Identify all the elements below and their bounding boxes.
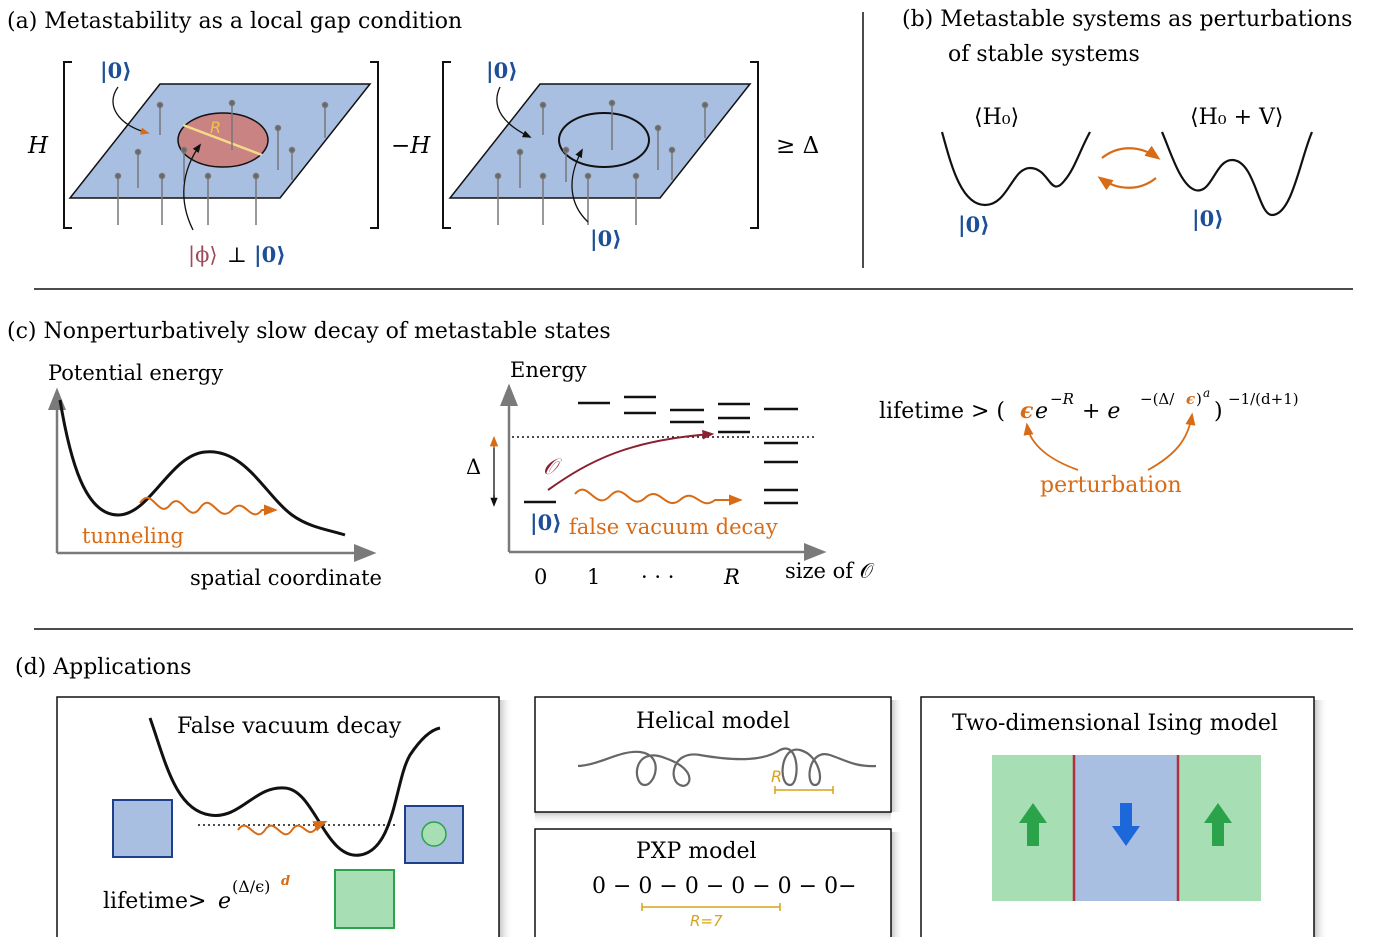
perturbation-label: perturbation <box>1040 473 1182 498</box>
radius-line <box>182 123 263 157</box>
ket0-label-right: |0⟩ <box>486 58 518 83</box>
false-vacuum-title: False vacuum decay <box>177 714 402 739</box>
spin-down-arrow-icon <box>1112 803 1140 846</box>
perturbed-potential-curve <box>1160 131 1314 217</box>
right-bracket-open <box>442 61 451 229</box>
exp-power-a: a <box>1203 386 1210 400</box>
ising-model-box: Two-dimensional Ising model <box>920 696 1328 937</box>
ket0-perp-label: |0⟩ <box>254 242 286 267</box>
spin-up-arrow-left-icon <box>1019 803 1047 846</box>
helical-title: Helical model <box>636 709 790 734</box>
epsilon-1: ϵ <box>1020 398 1034 424</box>
false-vacuum-potential <box>148 717 441 857</box>
h0-expectation-label: ⟨H₀⟩ <box>974 105 1019 130</box>
lifetime-prefix: lifetime > ( <box>879 399 1005 424</box>
exp-e1: e <box>1035 399 1048 424</box>
operator-growth-curve <box>547 429 715 491</box>
operator-o-label: 𝒪 <box>543 455 562 480</box>
panel-b-title-line1: (b) Metastable systems as perturbations <box>902 7 1352 32</box>
false-vacuum-tunnel-arrow <box>237 820 328 836</box>
panel-c-title: (c) Nonperturbatively slow decay of meta… <box>7 319 611 344</box>
epsilon-2: ϵ <box>1186 390 1195 408</box>
pxp-model-box: PXP model 0 − 0 − 0 − 0 − 0 − 0− R=7 <box>534 828 903 937</box>
h0v-expectation-label: ⟨H₀ + V⟩ <box>1190 105 1283 130</box>
false-vacuum-decay-label: false vacuum decay <box>569 515 778 539</box>
ket0-pointer-region <box>571 148 589 223</box>
radius-label: R <box>210 118 221 137</box>
panel-a-title: (a) Metastability as a local gap conditi… <box>7 9 462 34</box>
energy-levels <box>524 395 798 505</box>
helical-model-box: Helical model R <box>534 696 903 824</box>
lattice-pins <box>114 99 329 225</box>
lifetime-formula: lifetime > ( ϵ e −R + e −(Δ/ ϵ ) a ) −1/… <box>879 386 1299 424</box>
true-vacuum-green-square <box>334 869 395 929</box>
perturb-back-arrow <box>1097 176 1157 191</box>
phi-ket-label: |ϕ⟩ <box>188 243 218 268</box>
stable-potential-curve <box>940 131 1091 207</box>
tick-r: R <box>723 565 740 589</box>
ket0-label-region: |0⟩ <box>590 226 622 251</box>
size-of-o-label: size of 𝒪 <box>785 559 875 583</box>
potential-curve <box>58 399 346 537</box>
helical-r-label: R <box>771 767 782 786</box>
outer-exponent: −1/(d+1) <box>1228 390 1299 408</box>
left-lattice-plane: R <box>68 83 372 225</box>
pxp-title: PXP model <box>636 839 757 864</box>
right-lattice-plane <box>448 83 752 225</box>
false-vacuum-box: False vacuum decay lifetime> e (Δ/ϵ) d <box>56 696 513 937</box>
ising-title: Two-dimensional Ising model <box>952 711 1278 736</box>
perturb-forward-arrow <box>1101 145 1161 160</box>
spatial-coordinate-label: spatial coordinate <box>190 566 382 590</box>
false-vacuum-lifetime: lifetime> <box>103 889 206 914</box>
perturbation-arrow-2 <box>1147 412 1196 471</box>
tick-1: 1 <box>587 565 600 589</box>
panel-d-title: (d) Applications <box>15 655 191 680</box>
perturbation-arrow-1 <box>1023 422 1079 471</box>
ket0-label-left: |0⟩ <box>100 58 132 83</box>
ket0-label-b-right: |0⟩ <box>1192 206 1224 231</box>
false-vacuum-e: e <box>218 889 231 914</box>
helical-chain-curve <box>577 747 877 787</box>
tunneling-arrow <box>139 496 278 516</box>
exp-power-2b: ) <box>1196 390 1202 408</box>
pxp-r-label: R=7 <box>690 912 723 930</box>
energy-axis-label: Energy <box>510 358 587 382</box>
close-paren: ) <box>1214 399 1223 424</box>
tunneling-label: tunneling <box>82 524 184 548</box>
false-vacuum-exp: (Δ/ϵ) <box>232 877 270 896</box>
ket0-pointer-left <box>112 86 150 135</box>
ket0-label-energy: |0⟩ <box>530 510 562 535</box>
pxp-chain: 0 − 0 − 0 − 0 − 0 − 0− <box>592 874 857 899</box>
false-vacuum-decay-arrow <box>574 488 743 506</box>
lattice-pins-right <box>494 99 709 225</box>
ket0-pointer-right <box>496 86 532 138</box>
right-bracket-close <box>750 61 759 229</box>
delta-label: Δ <box>466 455 481 479</box>
exp-power-1: −R <box>1050 390 1074 408</box>
perp-symbol: ⊥ <box>227 243 247 267</box>
phi-pointer <box>183 143 202 231</box>
hamiltonian-h-label: H <box>27 133 49 159</box>
gap-inequality: ≥ Δ <box>776 133 819 159</box>
potential-energy-axis-label: Potential energy <box>48 361 223 385</box>
left-bracket-open <box>63 61 72 229</box>
tick-0: 0 <box>534 565 547 589</box>
true-vacuum-bubble <box>421 821 447 847</box>
false-vacuum-blue-square <box>112 799 173 858</box>
exp-power-2a: −(Δ/ <box>1140 390 1175 408</box>
panel-b-title-line2: of stable systems <box>948 42 1140 67</box>
left-bracket-close <box>370 61 379 229</box>
spin-up-arrow-right-icon <box>1204 803 1232 846</box>
minus-h-label: −H <box>391 133 431 159</box>
false-vacuum-d: d <box>281 874 290 889</box>
ket0-label-b-left: |0⟩ <box>958 212 990 237</box>
region-outline <box>558 112 650 168</box>
exp-e2: + e <box>1082 399 1120 424</box>
tick-dots: · · · <box>641 565 674 589</box>
